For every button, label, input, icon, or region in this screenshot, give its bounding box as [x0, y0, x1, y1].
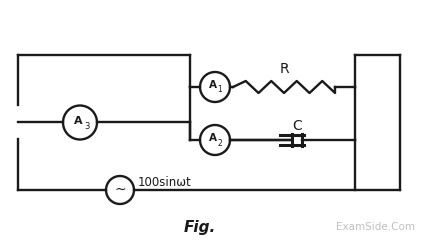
Text: A: A [208, 133, 217, 143]
Text: A: A [73, 115, 82, 125]
Text: C: C [292, 119, 302, 133]
Text: ~: ~ [114, 183, 125, 197]
Text: A: A [208, 80, 217, 90]
Text: R: R [279, 62, 288, 76]
Text: 3: 3 [84, 122, 89, 131]
Text: 100sinωt: 100sinωt [138, 175, 191, 188]
Text: Fig.: Fig. [184, 220, 216, 234]
Text: ExamSide.Com: ExamSide.Com [335, 222, 414, 232]
Text: 2: 2 [217, 138, 222, 147]
Text: 1: 1 [217, 86, 222, 95]
